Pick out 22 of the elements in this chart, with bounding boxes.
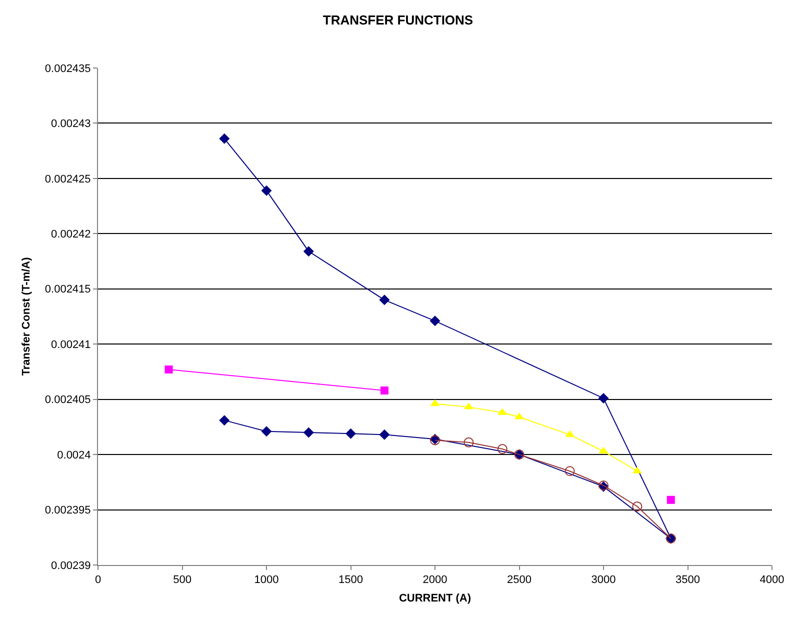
y-tick-label: 0.00241 [51,338,91,351]
x-tick-label: 4000 [760,574,784,586]
y-tick-label: 0.002435 [44,62,91,75]
y-tick-label: 0.002395 [44,504,91,517]
y-tick-label: 0.00242 [51,228,91,241]
y-tick-label: 0.002425 [44,173,91,186]
x-tick-label: 1000 [254,574,279,586]
x-axis-title: CURRENT (A) [398,592,472,604]
y-tick-label: 0.002405 [44,394,91,406]
y-tick-label: 0.002415 [44,284,91,296]
x-tick-label: 0 [94,574,102,586]
x-tick-label: 1500 [338,574,363,586]
chart-title: TRANSFER FUNCTIONS [322,12,474,28]
y-tick-label: 0.00239 [51,560,91,572]
x-tick-label: 2000 [422,574,448,586]
x-tick-label: 500 [173,574,192,586]
x-tick-label: 3500 [676,574,700,586]
x-tick-label: 3000 [591,574,616,586]
x-tick-label: 2500 [507,574,532,586]
y-axis-title: Transfer Const (T-m/A) [20,256,33,376]
y-tick-label: 0.00243 [51,118,91,130]
y-tick-label: 0.0024 [57,449,91,462]
